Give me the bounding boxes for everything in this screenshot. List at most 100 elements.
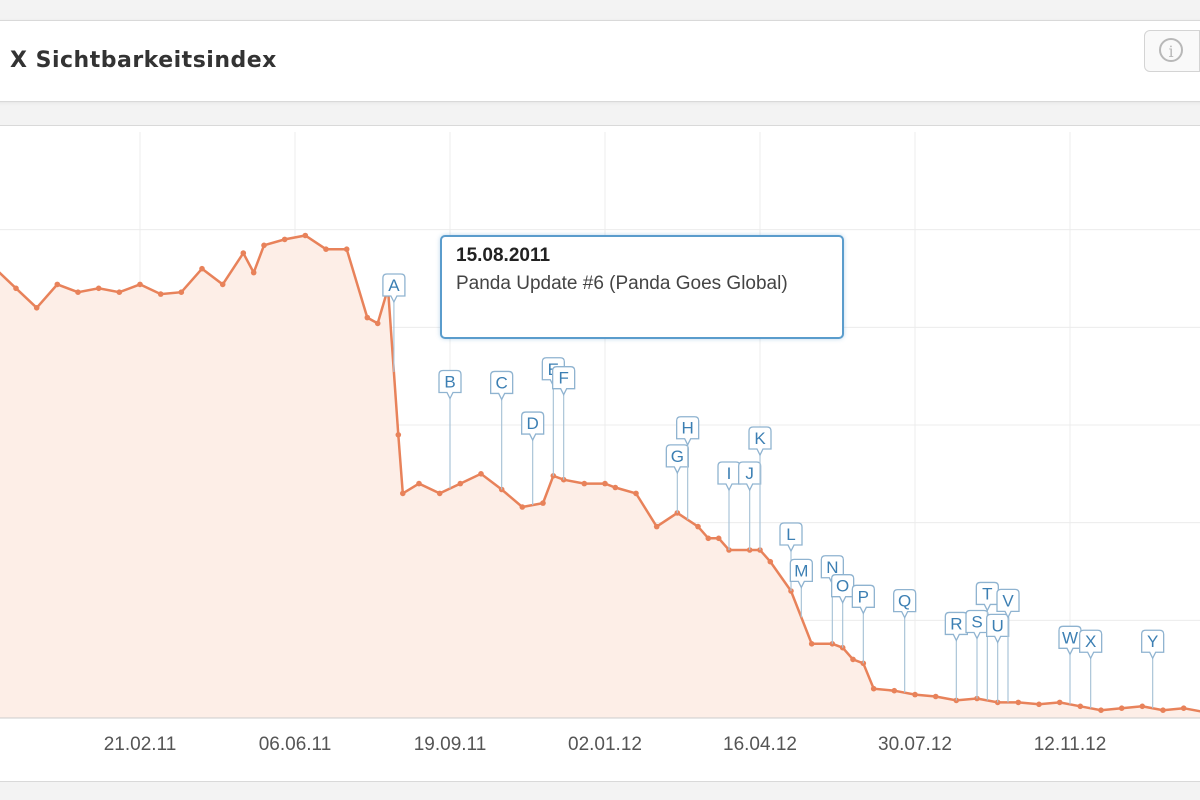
event-flag[interactable]: D: [521, 411, 545, 442]
data-point: [457, 480, 464, 487]
data-point: [1056, 699, 1063, 706]
event-flag[interactable]: L: [779, 522, 803, 553]
event-flag-shape: [1141, 629, 1165, 660]
event-flag[interactable]: J: [738, 461, 762, 492]
data-point: [1118, 705, 1125, 711]
event-flag-label: B: [444, 372, 455, 391]
data-point: [75, 289, 81, 296]
data-point: [240, 250, 247, 256]
event-flag[interactable]: W: [1058, 625, 1082, 656]
event-flag[interactable]: V: [996, 588, 1020, 619]
data-point: [1180, 705, 1187, 711]
data-point: [912, 691, 918, 698]
event-flag-shape: [552, 366, 576, 397]
event-flag-shape: [438, 369, 462, 400]
event-flag-label: W: [1062, 628, 1078, 647]
event-flag-label: L: [786, 525, 795, 544]
event-flag-label: M: [794, 561, 808, 580]
event-flag-shape: [738, 461, 762, 492]
data-point: [261, 242, 267, 249]
event-flag[interactable]: O: [831, 574, 855, 605]
data-point: [891, 687, 898, 694]
data-point: [705, 535, 712, 542]
data-point: [839, 644, 846, 651]
event-flag-shape: [893, 588, 917, 620]
event-flag[interactable]: S: [965, 609, 989, 640]
event-flag-shape: [521, 411, 545, 442]
event-flag[interactable]: A: [382, 273, 406, 304]
event-flag-label: C: [496, 373, 508, 392]
data-point: [1077, 703, 1084, 710]
data-point: [395, 432, 402, 438]
data-point: [374, 320, 381, 327]
data-point: [519, 504, 526, 510]
data-point: [137, 281, 143, 288]
event-flag-label: P: [858, 587, 869, 606]
event-flag[interactable]: K: [748, 426, 772, 457]
x-tick-label: 02.01.12: [568, 734, 642, 755]
event-flag[interactable]: Q: [893, 588, 917, 620]
data-point: [602, 480, 608, 487]
event-flag-label: K: [754, 429, 766, 448]
data-point: [323, 246, 329, 252]
event-flag-label: R: [950, 614, 962, 633]
event-flag[interactable]: X: [1079, 629, 1103, 660]
event-flag-shape: [748, 426, 772, 457]
data-point: [13, 285, 19, 292]
data-point: [994, 699, 1001, 706]
data-point: [560, 476, 567, 483]
event-flag-label: A: [388, 276, 400, 295]
event-flag[interactable]: T: [975, 581, 999, 612]
event-flag-label: N: [826, 558, 838, 577]
data-point: [695, 523, 701, 530]
event-flag-label: F: [558, 369, 568, 388]
data-point: [550, 473, 557, 479]
data-point: [33, 305, 40, 311]
event-flag[interactable]: P: [851, 584, 875, 615]
data-point: [302, 232, 309, 239]
event-flag-shape: [665, 444, 689, 475]
data-point: [1098, 707, 1104, 713]
event-flag[interactable]: B: [438, 369, 462, 400]
event-flag-shape: [490, 370, 514, 401]
event-flag[interactable]: G: [665, 444, 689, 475]
event-flag-shape: [789, 558, 813, 589]
event-flag-label: S: [971, 612, 982, 631]
x-tick-label: 19.09.11: [414, 734, 487, 755]
event-flag[interactable]: H: [676, 416, 700, 447]
event-flag-shape: [676, 416, 700, 447]
data-point: [343, 246, 350, 252]
data-point: [364, 314, 371, 321]
event-flag[interactable]: Y: [1141, 629, 1165, 660]
event-flag[interactable]: F: [552, 366, 576, 397]
data-point: [767, 558, 774, 565]
event-flag-label: D: [527, 414, 539, 433]
event-flag[interactable]: C: [490, 370, 514, 401]
event-flag-label: T: [982, 584, 992, 603]
event-flag-label: G: [671, 447, 684, 466]
event-flag[interactable]: M: [789, 558, 813, 589]
data-point: [850, 656, 856, 663]
widget-header: [0, 20, 1200, 102]
event-flag[interactable]: U: [986, 613, 1010, 644]
event-flag-shape: [965, 609, 989, 640]
data-point: [612, 484, 619, 491]
event-flag-label: I: [727, 464, 732, 483]
data-point: [54, 281, 61, 288]
event-flag-shape: [996, 588, 1020, 619]
data-point: [974, 695, 980, 702]
data-point: [95, 285, 102, 292]
x-tick-label: 12.11.12: [1034, 734, 1107, 755]
data-point: [1015, 699, 1022, 706]
event-flag-label: V: [1002, 591, 1014, 610]
event-flag[interactable]: R: [944, 611, 968, 642]
data-point: [281, 236, 288, 243]
data-point: [870, 685, 877, 692]
event-flag-label: U: [992, 616, 1004, 635]
event-flag-shape: [717, 461, 741, 492]
data-point: [400, 490, 406, 497]
event-flag[interactable]: I: [717, 461, 741, 492]
data-point: [416, 480, 422, 487]
x-tick-label: 30.07.12: [878, 734, 952, 755]
data-point: [1036, 701, 1042, 708]
